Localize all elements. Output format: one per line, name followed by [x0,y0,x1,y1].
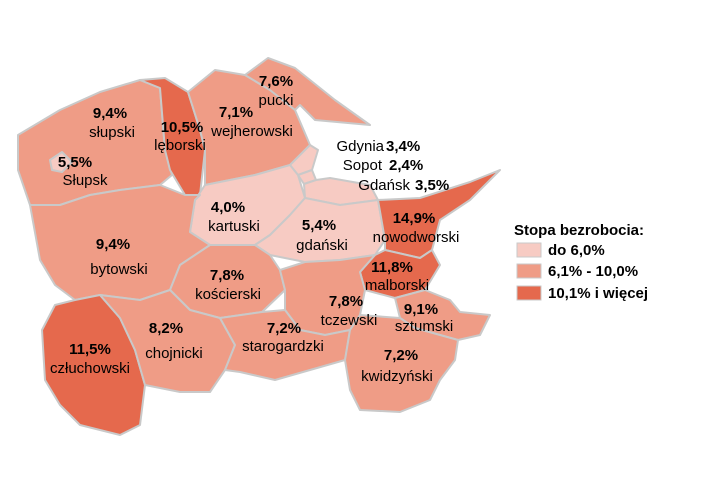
label-value-tczewski: 7,8% [329,293,363,310]
label-name-czluchowski: człuchowski [50,360,130,377]
region-nowodworski[interactable] [377,169,501,259]
label-value-gdansk: 3,5% [415,177,449,194]
label-value-czluchowski: 11,5% [69,341,111,358]
label-value-sopot: 2,4% [389,157,423,174]
map-regions [17,57,501,436]
legend-label-mid: 6,1% - 10,0% [548,263,638,280]
label-name-gdanski: gdański [296,237,348,254]
label-name-kartuski: kartuski [208,218,260,235]
legend-label-high: 10,1% i więcej [548,285,648,302]
legend-title: Stopa bezrobocia: [514,222,644,239]
label-name-koscierski: kościerski [195,286,261,303]
label-value-gdynia: 3,4% [386,138,420,155]
map-labels: 9,4% słupski 5,5% Słupsk 10,5% lęborski … [50,73,459,385]
label-name-slupski: słupski [89,124,135,141]
label-name-gdynia: Gdynia [336,138,384,155]
label-value-wejherowski: 7,1% [219,104,253,121]
label-value-kwidzynski: 7,2% [384,347,418,364]
label-name-tczewski: tczewski [321,312,378,329]
label-value-sztumski: 9,1% [404,301,438,318]
label-name-kwidzynski: kwidzyński [361,368,433,385]
label-name-gdansk: Gdańsk [358,177,410,194]
label-value-slupski: 9,4% [93,105,127,122]
label-value-gdanski: 5,4% [302,217,336,234]
label-name-malborski: malborski [365,277,429,294]
label-value-leborski: 10,5% [161,119,204,136]
label-value-koscierski: 7,8% [210,267,244,284]
label-name-bytowski: bytowski [90,261,148,278]
label-value-slupsk: 5,5% [58,154,92,171]
label-name-sztumski: sztumski [395,318,453,335]
region-kwidzynski[interactable] [344,314,459,413]
legend-swatch-mid [516,263,542,279]
label-name-nowodworski: nowodworski [373,229,460,246]
region-slupsk[interactable] [49,151,73,173]
label-value-kartuski: 4,0% [211,199,245,216]
label-name-wejherowski: wejherowski [210,123,293,140]
legend-swatch-high [516,285,542,301]
label-value-pucki: 7,6% [259,73,293,90]
label-value-chojnicki: 8,2% [149,320,183,337]
region-bytowski[interactable] [29,184,211,301]
legend-swatch-low [516,242,542,258]
label-name-starogardzki: starogardzki [242,338,324,355]
region-pucki[interactable] [244,57,371,126]
label-value-nowodworski: 14,9% [393,210,436,227]
label-value-malborski: 11,8% [371,259,413,276]
label-name-slupsk: Słupsk [62,172,108,189]
label-value-starogardzki: 7,2% [267,320,301,337]
label-value-bytowski: 9,4% [96,236,130,253]
map-legend: Stopa bezrobocia: do 6,0% 6,1% - 10,0% 1… [514,222,648,302]
legend-label-low: do 6,0% [548,242,605,259]
label-name-pucki: pucki [258,92,293,109]
label-name-leborski: lęborski [154,137,206,154]
label-name-sopot: Sopot [343,157,383,174]
label-name-chojnicki: chojnicki [145,345,203,362]
